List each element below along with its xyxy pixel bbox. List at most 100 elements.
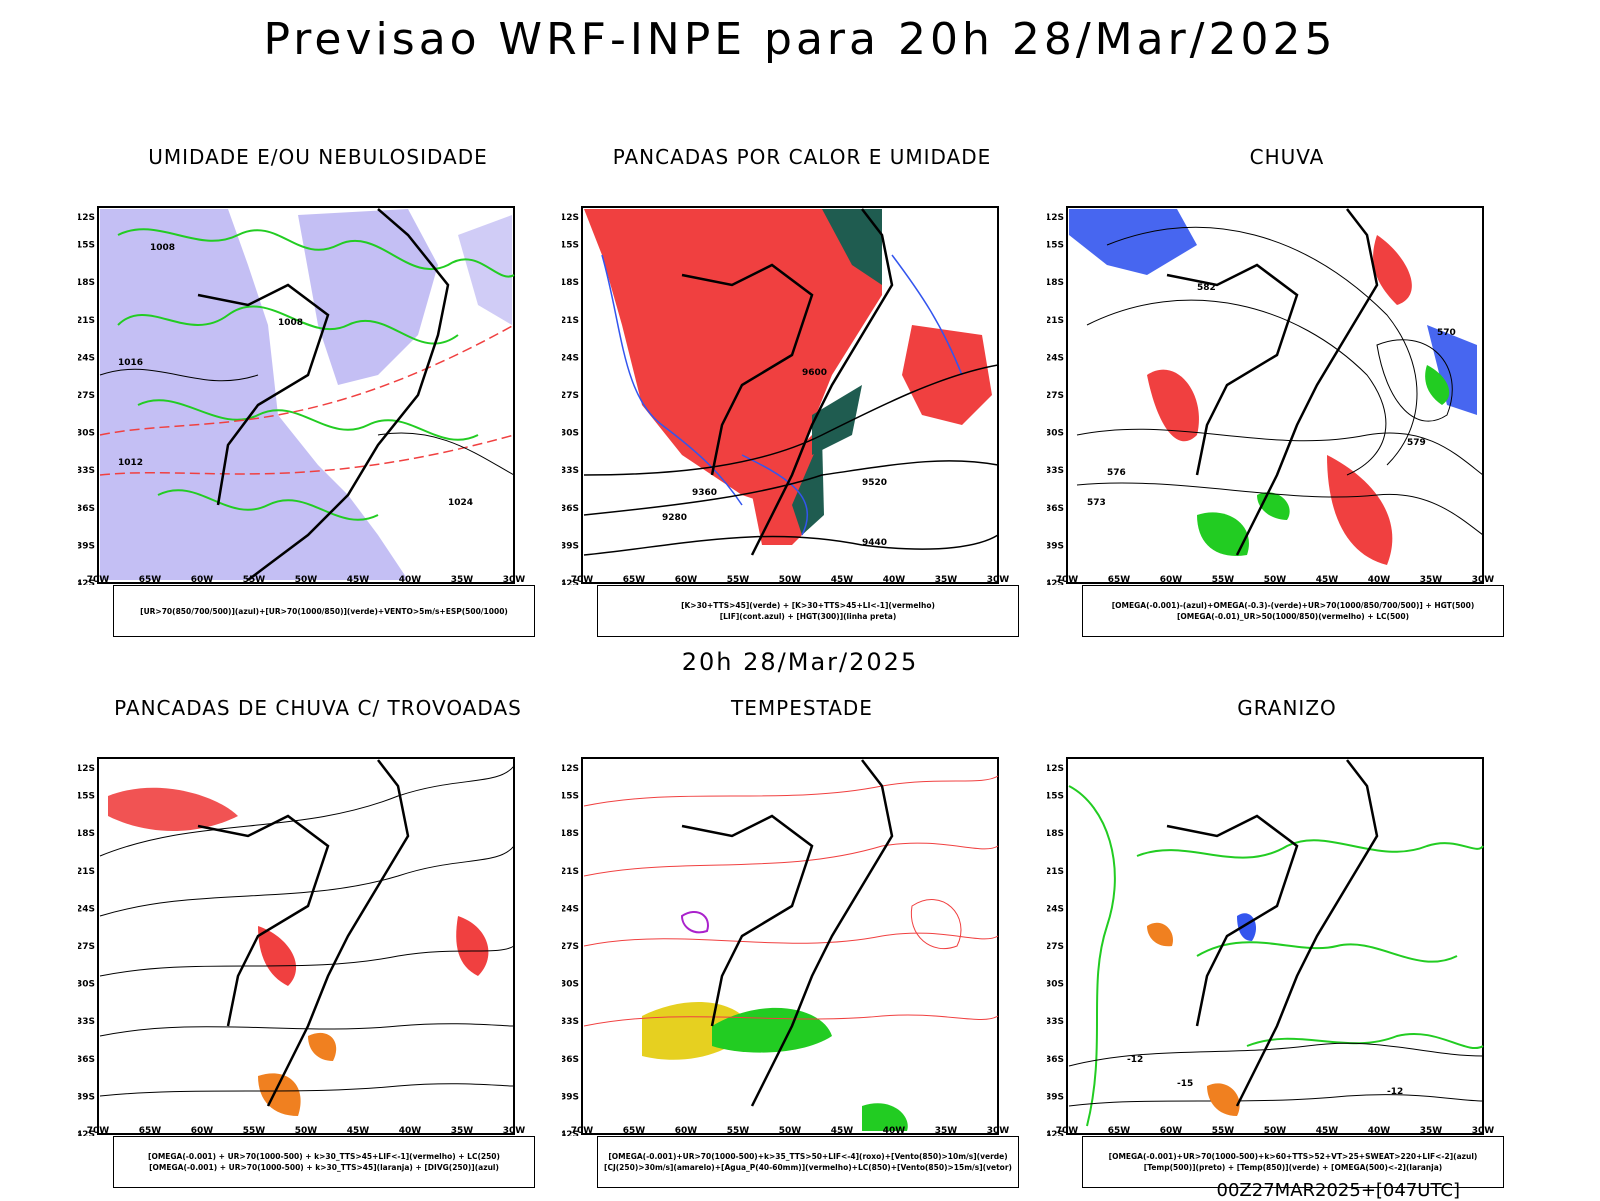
humidity-contour-green — [157, 489, 379, 521]
humidity-contour-green — [117, 228, 515, 278]
lon-tick-label: 50W — [779, 1126, 802, 1136]
lat-tick-label: 15S — [1047, 241, 1064, 251]
lon-tick-label: 55W — [243, 1126, 266, 1136]
rain-area-green — [1197, 512, 1249, 556]
lat-tick-label: 18S — [78, 278, 95, 288]
panel-granizo: GRANIZO -12 -15 -12 12S 15S 18S 21S 24S 27S 30… — [1047, 696, 1527, 1188]
map-tempestade: 12S 15S 18S 21S 24S 27S 30S 33S 36S 39S 42S 70W 65W… — [562, 726, 1042, 1136]
lon-tick-label: 60W — [1160, 1126, 1183, 1136]
temp500-contour-black — [1068, 1042, 1484, 1067]
panel-title: CHUVA — [1249, 145, 1325, 169]
legend-line: [OMEGA(-0.001)-(azul)+OMEGA(-0.3)-(verde… — [1111, 601, 1475, 610]
lon-tick-label: 40W — [883, 1126, 906, 1136]
lon-tick-label: 30W — [503, 1126, 526, 1136]
lon-tick-label: 65W — [139, 575, 162, 585]
humidity-contour-green — [137, 399, 479, 441]
pressure-contour-black — [99, 368, 259, 382]
lon-tick-label: 55W — [1212, 1126, 1235, 1136]
contour-label: 9280 — [662, 513, 687, 523]
lat-axis: 12S 15S 18S 21S 24S 27S 30S 33S 36S 39S 42S — [1047, 213, 1064, 585]
lat-tick-label: 24S — [78, 353, 95, 363]
lat-tick-label: 42S — [562, 579, 579, 585]
instability-area-red — [584, 209, 882, 505]
lat-tick-label: 27S — [78, 942, 95, 952]
lat-tick-label: 12S — [562, 764, 579, 774]
panel-pancadas-calor: PANCADAS POR CALOR E UMIDADE 9600 9520 9… — [562, 145, 1042, 637]
lon-tick-label: 35W — [1420, 1126, 1443, 1136]
lat-tick-label: 27S — [562, 942, 579, 952]
lon-tick-label: 45W — [1316, 575, 1339, 585]
lat-tick-label: 21S — [1047, 316, 1064, 326]
lat-tick-label: 12S — [562, 213, 579, 223]
lat-tick-label: 36S — [1047, 504, 1064, 514]
lon-tick-label: 40W — [1368, 1126, 1391, 1136]
lon-tick-label: 45W — [347, 575, 370, 585]
lat-tick-label: 12S — [1047, 764, 1064, 774]
coastline — [750, 208, 894, 556]
legend-line: [CJ(250)>30m/s](amarelo)+[Agua_P(40-60mm… — [604, 1163, 1012, 1172]
lat-tick-label: 42S — [78, 579, 95, 585]
storm-area-orange — [308, 1032, 337, 1061]
lat-tick-label: 42S — [1047, 579, 1064, 585]
panel-title: GRANIZO — [1237, 696, 1337, 720]
legend-line: [UR>70(850/700/500)](azul)+[UR>70(1000/8… — [140, 606, 508, 616]
lat-tick-label: 36S — [1047, 1055, 1064, 1065]
map-canvas: 12S 15S 18S 21S 24S 27S 30S 33S 36S 39S 42S 70W 65W… — [562, 757, 1010, 1136]
lat-tick-label: 15S — [78, 241, 95, 251]
lat-tick-label: 12S — [78, 764, 95, 774]
lon-axis: 70W 65W 60W 55W 50W 45W 40W 35W 30W — [571, 575, 1010, 585]
lc850-streamline-red — [583, 775, 999, 807]
lat-tick-label: 18S — [1047, 278, 1064, 288]
legend-line: [LIF](cont.azul) + [HGT(300)](linha pret… — [719, 612, 897, 621]
map-pancadas-calor: 9600 9520 9440 9360 9280 12S 15S 18S 21S 24S… — [562, 175, 1042, 585]
lat-tick-label: 15S — [562, 241, 579, 251]
lat-tick-label: 30S — [562, 429, 579, 439]
lon-tick-label: 35W — [451, 575, 474, 585]
page-title: Previsao WRF-INPE para 20h 28/Mar/2025 — [263, 14, 1337, 65]
panel-title: PANCADAS DE CHUVA C/ TROVOADAS — [114, 696, 522, 720]
wind-area-green — [862, 1103, 908, 1131]
lat-tick-label: 33S — [1047, 1017, 1064, 1027]
lon-axis: 70W 65W 60W 55W 50W 45W 40W 35W 30W — [571, 1126, 1010, 1136]
lon-tick-label: 40W — [883, 575, 906, 585]
lat-tick-label: 30S — [562, 980, 579, 990]
storm-area-red — [258, 926, 297, 986]
contour-label: 579 — [1407, 438, 1426, 448]
temp500-contour-black — [1068, 1094, 1484, 1107]
lat-axis: 12S 15S 18S 21S 24S 27S 30S 33S 36S 39S 42S — [78, 213, 95, 585]
country-border — [681, 814, 814, 1027]
rain-area-green — [1425, 365, 1450, 405]
lon-tick-label: 60W — [1160, 575, 1183, 585]
hgt-contour-black — [583, 364, 999, 476]
contour-label: 9600 — [802, 368, 827, 378]
contour-label: 576 — [1107, 468, 1126, 478]
contour-label: 573 — [1087, 498, 1106, 508]
lc250-streamline — [99, 945, 515, 977]
contour-label: 9520 — [862, 478, 887, 488]
contour-label: 1008 — [278, 318, 303, 328]
panel-legend: [OMEGA(-0.001) + UR>70(1000-500) + k>30_… — [113, 1136, 535, 1188]
lat-tick-label: 39S — [562, 541, 579, 551]
legend-line: [OMEGA(-0.001) + UR>70(1000-500) + k>30_… — [148, 1152, 500, 1161]
lc250-streamline — [99, 1083, 515, 1097]
panel-legend: [OMEGA(-0.001)-(azul)+OMEGA(-0.3)-(verde… — [1082, 585, 1504, 637]
lat-tick-label: 39S — [1047, 1092, 1064, 1102]
contour-label: 1024 — [448, 498, 473, 508]
map-canvas: 12S 15S 18S 21S 24S 27S 30S 33S 36S 39S 42S 70W 65W… — [78, 757, 526, 1136]
lon-tick-label: 35W — [1420, 575, 1443, 585]
lon-tick-label: 70W — [571, 1126, 594, 1136]
lat-axis: 12S 15S 18S 21S 24S 27S 30S 33S 36S 39S 42S — [562, 213, 579, 585]
map-canvas: 9600 9520 9440 9360 9280 12S 15S 18S 21S 24S… — [562, 206, 1010, 585]
humidity-area-lavender — [458, 215, 512, 325]
lat-tick-label: 33S — [78, 466, 95, 476]
lat-tick-label: 15S — [562, 792, 579, 802]
contour-label: 9440 — [862, 538, 887, 548]
country-border — [197, 283, 330, 506]
panel-title: TEMPESTADE — [731, 696, 873, 720]
lat-axis: 12S 15S 18S 21S 24S 27S 30S 33S 36S 39S 42S — [1047, 764, 1064, 1136]
hail-area-orange — [1207, 1083, 1240, 1116]
lon-tick-label: 70W — [1056, 575, 1079, 585]
lon-tick-label: 35W — [451, 1126, 474, 1136]
map-trovoadas: 12S 15S 18S 21S 24S 27S 30S 33S 36S 39S 42S 70W 65W… — [78, 726, 558, 1136]
contour-label: 9360 — [692, 488, 717, 498]
